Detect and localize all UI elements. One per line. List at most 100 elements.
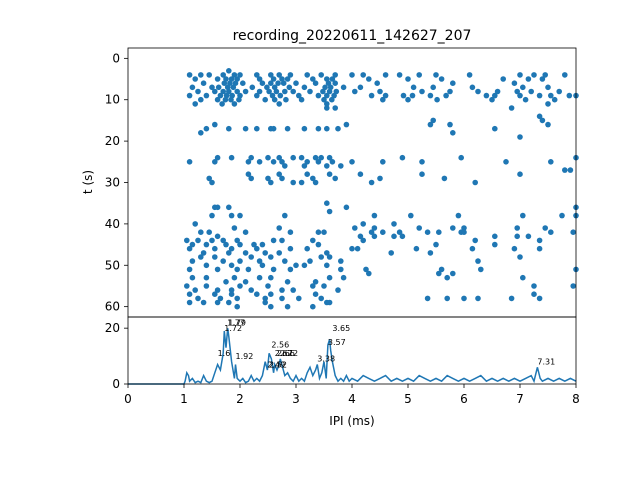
spike-point xyxy=(318,295,325,302)
spike-point xyxy=(268,303,274,310)
spike-point xyxy=(321,96,327,103)
spike-point xyxy=(226,125,232,132)
spike-point xyxy=(198,96,204,103)
spike-point xyxy=(329,76,336,82)
spike-point xyxy=(266,88,272,95)
y-tick-label: 0 xyxy=(112,377,120,391)
spike-point xyxy=(189,84,196,91)
spike-point xyxy=(228,96,234,103)
peak-annotation: 2.72 xyxy=(280,349,298,358)
spike-point xyxy=(324,250,330,256)
spike-point xyxy=(514,225,520,231)
spike-point xyxy=(301,163,308,169)
spike-point xyxy=(275,80,281,86)
peak-annotation: 2.62 xyxy=(275,349,293,358)
spike-point xyxy=(237,283,243,289)
spike-point xyxy=(326,154,333,161)
spike-point xyxy=(388,250,395,256)
spike-point xyxy=(525,76,532,82)
peak-annotation: 1.77 xyxy=(227,318,245,327)
spike-point xyxy=(212,291,218,298)
peak-annotation: 3.65 xyxy=(332,324,350,333)
spike-point xyxy=(382,72,389,78)
spike-point xyxy=(237,72,243,78)
spike-point xyxy=(192,101,198,107)
y-tick-label: 20 xyxy=(105,321,120,335)
spike-point xyxy=(245,159,252,165)
spike-point xyxy=(333,88,340,95)
spike-point xyxy=(270,159,277,165)
spike-point xyxy=(279,287,285,293)
spike-point xyxy=(276,225,283,231)
spike-point xyxy=(503,159,509,165)
spike-point xyxy=(511,80,518,86)
peak-annotation: 1.79 xyxy=(228,318,246,327)
spike-point xyxy=(371,225,378,231)
raster-points xyxy=(184,68,579,310)
spike-point xyxy=(290,179,297,186)
spike-point xyxy=(548,159,554,165)
spike-point xyxy=(192,76,198,82)
spike-point xyxy=(212,159,218,165)
spike-point xyxy=(226,68,232,74)
spike-point xyxy=(536,295,543,302)
spike-point xyxy=(324,105,330,111)
spike-point xyxy=(214,96,221,103)
spike-point xyxy=(436,270,442,277)
spike-point xyxy=(338,266,344,273)
spike-point xyxy=(324,262,330,269)
spike-point xyxy=(268,72,274,78)
spike-point xyxy=(310,175,316,182)
spike-point xyxy=(287,229,294,235)
spike-point xyxy=(340,84,347,91)
spike-point xyxy=(271,84,278,91)
spike-point xyxy=(264,84,270,91)
ipi-histogram-line xyxy=(128,328,577,385)
spike-point xyxy=(349,72,355,78)
spike-point xyxy=(419,171,425,177)
spike-point xyxy=(539,76,546,82)
spike-point xyxy=(296,92,302,99)
spike-point xyxy=(217,92,224,99)
spike-point xyxy=(184,237,190,244)
spike-point xyxy=(256,274,263,281)
spike-point xyxy=(329,96,335,103)
spike-point xyxy=(262,250,269,256)
spike-point xyxy=(320,88,326,95)
spike-point xyxy=(363,266,369,273)
spike-point xyxy=(380,229,386,235)
spike-point xyxy=(520,84,526,91)
spike-point xyxy=(192,221,198,227)
spike-point xyxy=(245,171,252,177)
spike-point xyxy=(226,250,232,256)
spike-point xyxy=(408,212,414,219)
raster-y-ticks: 0 10 20 30 40 50 60 xyxy=(105,51,128,314)
spike-point xyxy=(214,266,221,273)
spike-point xyxy=(427,92,434,99)
spike-point xyxy=(536,245,543,252)
spike-point xyxy=(209,212,215,219)
spike-point xyxy=(536,237,543,244)
y-tick-label: 50 xyxy=(105,258,120,272)
spike-point xyxy=(186,299,193,306)
spike-point xyxy=(514,88,520,95)
spike-point xyxy=(234,237,240,244)
peak-annotation: 1.6 xyxy=(218,349,231,358)
spike-point xyxy=(248,254,254,260)
spike-point xyxy=(326,171,333,177)
x-tick-label: 3 xyxy=(292,392,300,406)
spike-point xyxy=(548,92,554,99)
spike-point xyxy=(443,92,449,99)
spike-point xyxy=(438,76,445,82)
spike-point xyxy=(325,80,332,86)
spike-point xyxy=(203,262,210,269)
spike-point xyxy=(262,299,269,306)
spike-point xyxy=(391,221,397,227)
ipi-histogram-panel: 1.61.721.771.791.922.492.522.562.622.662… xyxy=(105,316,580,428)
spike-point xyxy=(405,76,411,82)
spike-point xyxy=(228,291,235,298)
spike-point xyxy=(279,159,285,165)
spike-point xyxy=(522,96,529,103)
spike-point xyxy=(184,283,190,289)
spike-point xyxy=(230,84,237,91)
